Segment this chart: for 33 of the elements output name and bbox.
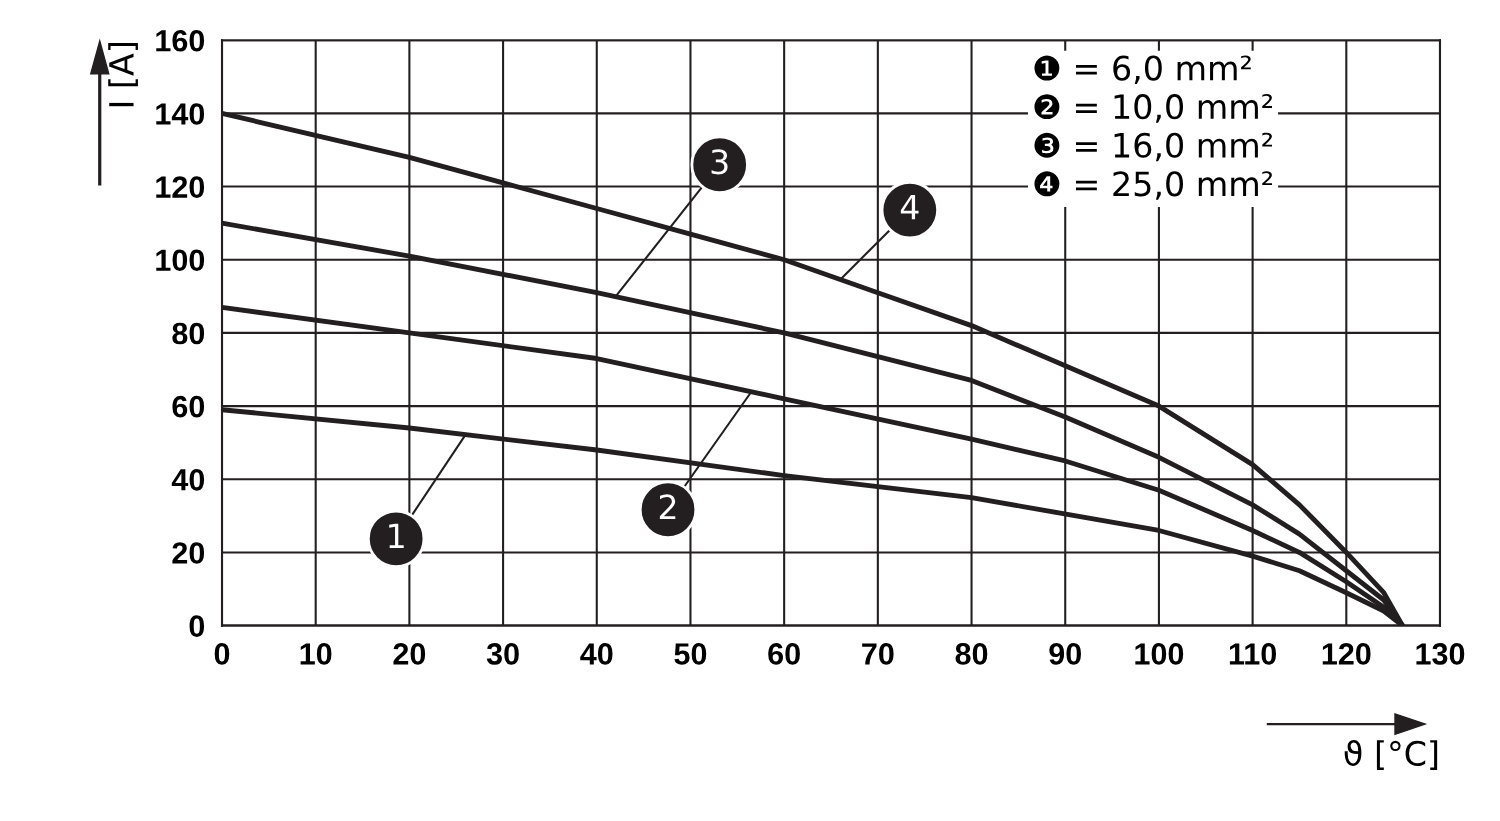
x-tick-label: 10: [300, 643, 332, 665]
x-tick-label: 20: [393, 643, 426, 665]
x-tick-label: 60: [768, 643, 800, 665]
y-tick-label: 40: [171, 468, 205, 491]
annotation: ❹ = 25,0 mm²: [1034, 171, 1272, 200]
x-axis-title: ϑ [°C]: [1344, 739, 1438, 770]
x-tick-label: 90: [1049, 643, 1081, 665]
y-tick-label: 100: [156, 249, 205, 272]
x-tick-label: 40: [580, 643, 613, 665]
y-tick-label: 80: [172, 322, 205, 345]
x-tick-label: 100: [1135, 643, 1184, 665]
annotation: ❶ = 6,0 mm²: [1034, 55, 1251, 85]
annotation: ❸ = 16,0 mm²: [1034, 132, 1272, 162]
text: 2: [659, 494, 676, 519]
y-tick-label: 0: [189, 615, 205, 637]
x-tick-label: 120: [1322, 643, 1371, 665]
y-tick-label: 20: [172, 542, 205, 564]
x-tick-label: 30: [486, 643, 519, 665]
x-tick-label: 110: [1229, 643, 1277, 665]
text: 1: [389, 523, 404, 548]
y-tick-label: 60: [172, 395, 205, 418]
y-tick-label: 160: [156, 29, 205, 52]
y-tick-label: 140: [156, 103, 205, 125]
x-tick-label: 80: [955, 643, 988, 665]
text: 3: [711, 149, 728, 175]
x-tick-label: 0: [214, 643, 230, 665]
y-tick-label: 120: [156, 176, 205, 198]
x-tick-label: 50: [674, 643, 707, 665]
x-tick-label: 70: [862, 643, 894, 665]
y-axis-title: I [A]: [108, 43, 138, 107]
text: 4: [900, 194, 919, 220]
annotation: ❷ = 10,0 mm²: [1034, 94, 1272, 123]
x-tick-label: 130: [1416, 643, 1465, 665]
